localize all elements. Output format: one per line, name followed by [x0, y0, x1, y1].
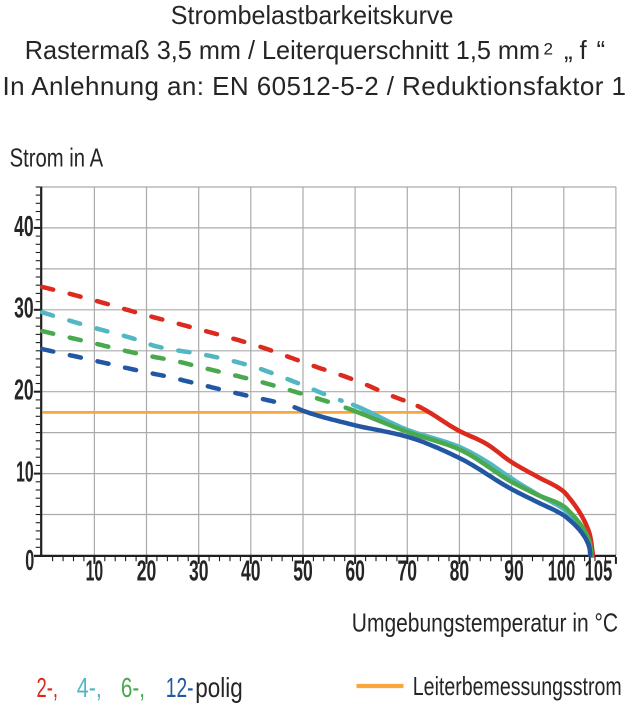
svg-text:70: 70 [398, 555, 418, 587]
svg-text:4-,: 4-, [77, 672, 102, 703]
svg-text:80: 80 [450, 555, 470, 587]
svg-text:f: f [580, 35, 588, 65]
svg-text:6-,: 6-, [121, 672, 145, 703]
svg-text:2-,: 2-, [37, 672, 59, 703]
svg-text:10: 10 [16, 457, 34, 489]
svg-text:50: 50 [293, 555, 313, 587]
svg-text:polig: polig [195, 672, 242, 703]
svg-text:90: 90 [504, 555, 524, 587]
svg-text:40: 40 [14, 211, 34, 243]
svg-text:Rastermaß 3,5 mm / Leiterquers: Rastermaß 3,5 mm / Leiterquerschnitt 1,5… [25, 35, 540, 65]
svg-text:12-: 12- [166, 672, 194, 703]
svg-text:30: 30 [189, 555, 209, 587]
svg-text:„: „ [564, 35, 573, 65]
svg-text:Strom in A: Strom in A [10, 143, 104, 173]
svg-text:60: 60 [345, 555, 365, 587]
svg-text:20: 20 [14, 375, 34, 407]
svg-text:In Anlehnung an: EN 60512-5-2: In Anlehnung an: EN 60512-5-2 / Reduktio… [3, 71, 627, 101]
svg-text:“: “ [597, 35, 606, 65]
svg-text:30: 30 [14, 293, 34, 325]
svg-text:Strombelastbarkeitskurve: Strombelastbarkeitskurve [171, 0, 454, 30]
svg-text:2: 2 [544, 40, 554, 59]
svg-text:105: 105 [585, 555, 613, 587]
svg-text:Umgebungstemperatur in °C: Umgebungstemperatur in °C [352, 608, 618, 638]
svg-text:40: 40 [241, 555, 261, 587]
svg-text:Leiterbemessungsstrom: Leiterbemessungsstrom [413, 671, 622, 701]
svg-text:100: 100 [548, 555, 576, 587]
svg-text:10: 10 [86, 555, 104, 587]
svg-text:0: 0 [25, 545, 34, 577]
svg-text:20: 20 [137, 555, 157, 587]
